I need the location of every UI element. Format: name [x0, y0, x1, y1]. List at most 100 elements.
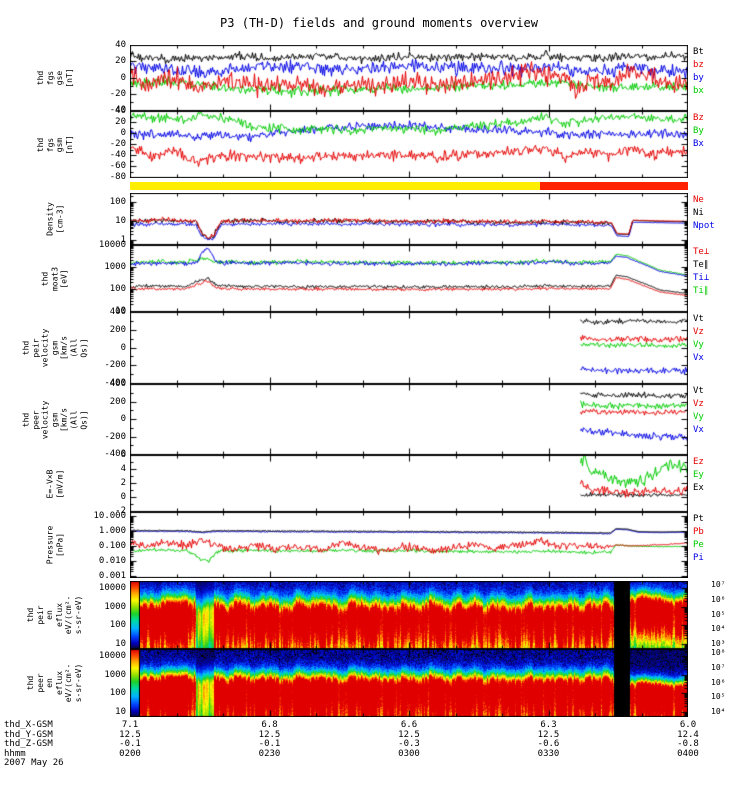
series-label-Bx: Bx [693, 139, 704, 149]
y-tick-label: -20 [109, 88, 126, 99]
colorbar-tick-label: 10⁷ [711, 580, 726, 589]
footer-value: 6.0 [679, 720, 697, 730]
series-label-Vz: Vz [693, 399, 704, 409]
series-label-Ni: Ni [693, 208, 704, 218]
y-axis-title-peir-spectrogram: thd peir en eflux eV/(cm²-s-sr-eV) [26, 581, 84, 649]
series-label-Ez: Ez [693, 457, 704, 467]
series-label-Ne: Ne [693, 195, 704, 205]
y-tick-label: 0 [120, 342, 126, 353]
footer-row-label-thd_Z-GSM: thd_Z-GSM [4, 739, 53, 749]
colorbar-tick-label: 10³ [711, 639, 726, 648]
y-tick-label: 40 [115, 40, 126, 50]
series-label-Ti⊥: Ti⊥ [693, 273, 710, 283]
y-tick-label: 10000 [98, 583, 126, 594]
panel-peir-velocity: thd peir velocity gsm [km/s (All Qs)] 400… [21, 307, 703, 388]
series-label-Te∥: Te∥ [693, 260, 709, 270]
y-tick-label: -400 [104, 449, 126, 459]
footer-value: -0.8 [677, 739, 699, 749]
colorbar-tick-label: 10⁶ [711, 595, 726, 604]
series-label-Pe: Pe [693, 540, 704, 550]
y-tick-label: 10000 [98, 651, 126, 662]
y-tick-label: 0.010 [98, 555, 126, 566]
y-axis-title-fgs-gsm: thd fgs gsm [nT] [26, 111, 84, 178]
colorbar-peir-spectrogram [130, 581, 140, 649]
colorbar-tick-label: 10⁴ [711, 707, 726, 716]
series-label-Vt: Vt [693, 386, 704, 396]
date-label: 2007 May 26 [4, 758, 64, 768]
series-label-Pt: Pt [693, 514, 704, 524]
y-axis-title-peir-velocity: thd peir velocity gsm [km/s (All Qs)] [21, 312, 88, 384]
colorbar-peer-spectrogram [130, 649, 140, 717]
panel-fgs-gse: thd fgs gse [nT] 40 20 0 -20 -40 Bt bz by bx [36, 40, 704, 115]
y-tick-label: -200 [104, 431, 126, 442]
peir-velocity-canvas [130, 312, 688, 384]
mode-bar-segment-0 [130, 182, 541, 190]
y-tick-label: 10 [115, 706, 126, 717]
footer-value: 6.3 [540, 720, 557, 730]
temperature-canvas [130, 245, 688, 312]
y-tick-label: 10.000 [93, 511, 126, 522]
series-label-Ex: Ex [693, 483, 704, 493]
peer-velocity-canvas [130, 384, 688, 455]
mode-bar-segment-1 [540, 182, 688, 190]
y-tick-label: 100 [109, 197, 126, 208]
y-axis-title-text-fgs-gse: thd fgs gse [nT] [35, 68, 74, 88]
footer-row-label-hhmm: hhmm [4, 748, 26, 759]
y-tick-label: 1000 [104, 669, 126, 680]
y-tick-label: -60 [109, 161, 126, 171]
series-label-Bt: Bt [693, 47, 704, 57]
y-tick-label: -200 [104, 360, 126, 371]
footer-value: 12.4 [677, 729, 699, 740]
efield-canvas [130, 455, 688, 512]
y-axis-title-peer-velocity: thd peer velocity gsm [km/s (All Qs)] [21, 384, 88, 455]
footer-row-label-thd_X-GSM: thd_X-GSM [4, 720, 53, 730]
panel-peer-velocity: thd peer velocity gsm [km/s (All Qs)] 400… [21, 379, 703, 459]
y-tick-label: 1.000 [98, 526, 126, 537]
y-tick-label: -20 [109, 139, 126, 149]
panel-density: Density [cm-3] 100 10 1 Ne Ni Npot [45, 193, 715, 245]
colorbar-tick-label: 10⁵ [711, 610, 726, 619]
fgs-gse-canvas [130, 45, 688, 111]
footer-value: 12.5 [537, 729, 560, 740]
y-axis-title-text-fgs-gsm: thd fgs gsm [nT] [35, 134, 74, 155]
series-label-Pb: Pb [693, 527, 704, 537]
y-tick-label: 20 [115, 56, 126, 67]
series-label-Vx: Vx [693, 425, 704, 435]
density-canvas [130, 193, 688, 245]
y-tick-label: 0.001 [98, 570, 126, 581]
y-tick-label: -40 [109, 150, 126, 160]
y-axis-title-text-efield: E=-V×B [mV/m] [45, 469, 64, 498]
y-axis-title-fgs-gse: thd fgs gse [nT] [26, 45, 84, 111]
footer-value: 0230 [258, 748, 281, 759]
y-tick-label: 10 [115, 638, 126, 649]
footer-value: 0400 [677, 748, 699, 759]
colorbar-tick-label: 10⁴ [711, 624, 726, 633]
peer-spectrogram-canvas [130, 649, 688, 717]
series-label-Vx: Vx [693, 353, 704, 363]
y-tick-label: 1000 [104, 262, 126, 272]
y-tick-label: 100 [109, 688, 126, 699]
series-label-bz: bz [693, 60, 704, 70]
y-axis-title-density: Density [cm-3] [26, 193, 84, 245]
y-axis-title-efield: E=-V×B [mV/m] [26, 455, 84, 512]
y-tick-label: 2 [120, 478, 126, 488]
colorbar-tick-label: 10⁸ [711, 648, 726, 657]
panel-efield: E=-V×B [mV/m] 6 4 2 0 -2 Ez Ey Ex [45, 450, 703, 516]
y-tick-label: 200 [109, 324, 126, 335]
y-tick-label: 0 [120, 492, 126, 502]
footer-value: 12.5 [258, 729, 281, 740]
colorbar-tick-label: 10⁶ [711, 678, 726, 687]
footer-value: 0200 [119, 748, 141, 759]
y-tick-label: 400 [109, 307, 126, 317]
y-tick-label: -2 [115, 506, 126, 516]
footer-value: 6.8 [261, 720, 278, 730]
panel-fgs-gsm: thd fgs gsm [nT] 40 20 0 -20 -40 -60 -80 Bz By Bx [36, 106, 704, 182]
series-label-Vz: Vz [693, 327, 704, 337]
panel-mode-bar [130, 182, 688, 190]
y-tick-label: 20 [115, 117, 126, 127]
y-tick-label: 0 [120, 128, 126, 138]
panel-peer-spectrogram: thd peer en eflux eV/(cm²-s-sr-eV) 10000 1… [26, 648, 725, 717]
y-tick-label: 200 [109, 396, 126, 407]
series-label-Vy: Vy [693, 340, 704, 350]
